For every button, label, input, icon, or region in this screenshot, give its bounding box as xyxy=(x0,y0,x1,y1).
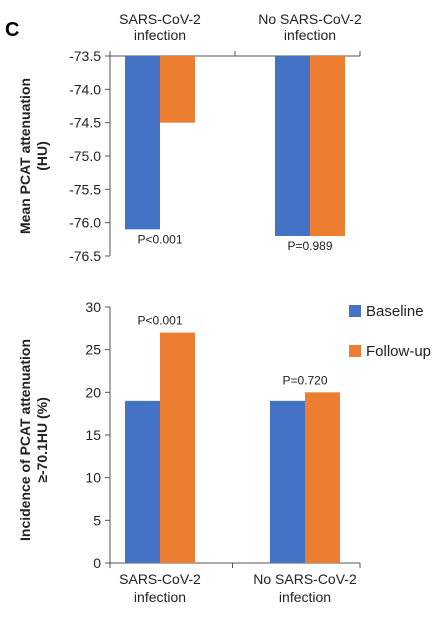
category-label: SARS-CoV-2 xyxy=(119,11,201,27)
y-axis-label: Incidence of PCAT attenuation xyxy=(17,339,33,541)
y-axis-label: ≥-70.1HU (%) xyxy=(34,397,50,482)
legend-label: Follow-up xyxy=(366,343,431,360)
y-tick-label: 20 xyxy=(85,384,101,400)
bar-baseline xyxy=(125,400,160,563)
y-tick-label: -76.5 xyxy=(69,248,101,264)
y-tick-label: -74.5 xyxy=(69,115,101,131)
category-label: No SARS-CoV-2 xyxy=(253,571,357,587)
legend-swatch-baseline xyxy=(349,305,361,317)
y-tick-label: 30 xyxy=(85,299,101,315)
bar-baseline xyxy=(275,56,310,236)
bottom-chart: 0 5 10 15 20 25 30 SARS-CoV-2 infection No SARS-C… xyxy=(17,299,431,605)
y-tick-label: 10 xyxy=(85,470,101,486)
bar-baseline xyxy=(125,56,160,230)
bar-follow-up xyxy=(310,56,345,236)
p-value-annotation: P=0.720 xyxy=(282,373,327,387)
y-axis-title: Mean PCAT attenuation (HU) xyxy=(17,78,50,234)
legend-label: Baseline xyxy=(366,303,424,320)
p-value-annotation: P<0.001 xyxy=(137,314,182,328)
y-tick-label: -75.0 xyxy=(69,148,101,164)
category-label: SARS-CoV-2 xyxy=(119,571,201,587)
category-label: infection xyxy=(134,27,186,43)
bar-baseline xyxy=(270,400,305,563)
y-tick-label: 25 xyxy=(85,342,101,358)
y-tick-label: 0 xyxy=(93,555,101,571)
y-tick-label: -74.0 xyxy=(69,81,101,97)
category-label: infection xyxy=(279,589,331,605)
category-label: infection xyxy=(134,589,186,605)
p-value-annotation: P=0.989 xyxy=(287,239,332,253)
bar-follow-up xyxy=(160,56,195,123)
top-chart: -73.5 -74.0 -74.5 -75.0 -75.5 -76.0 -76.5 SARS-… xyxy=(17,11,362,264)
y-tick-label: 15 xyxy=(85,427,101,443)
category-label: infection xyxy=(284,27,336,43)
y-axis-label: (HU) xyxy=(34,141,50,171)
bar-follow-up xyxy=(160,332,195,563)
p-value-annotation: P<0.001 xyxy=(137,232,182,246)
panel-label: C xyxy=(5,19,19,41)
y-tick-label: -76.0 xyxy=(69,215,101,231)
y-tick-label: -75.5 xyxy=(69,181,101,197)
category-label: No SARS-CoV-2 xyxy=(258,11,362,27)
legend: Baseline Follow-up xyxy=(349,303,431,360)
bar-follow-up xyxy=(305,392,340,563)
y-tick-label: -73.5 xyxy=(69,48,101,64)
y-axis-label: Mean PCAT attenuation xyxy=(17,78,33,234)
y-axis-title: Incidence of PCAT attenuation ≥-70.1HU (%… xyxy=(17,339,50,541)
legend-swatch-follow-up xyxy=(349,345,361,357)
y-tick-label: 5 xyxy=(93,512,101,528)
